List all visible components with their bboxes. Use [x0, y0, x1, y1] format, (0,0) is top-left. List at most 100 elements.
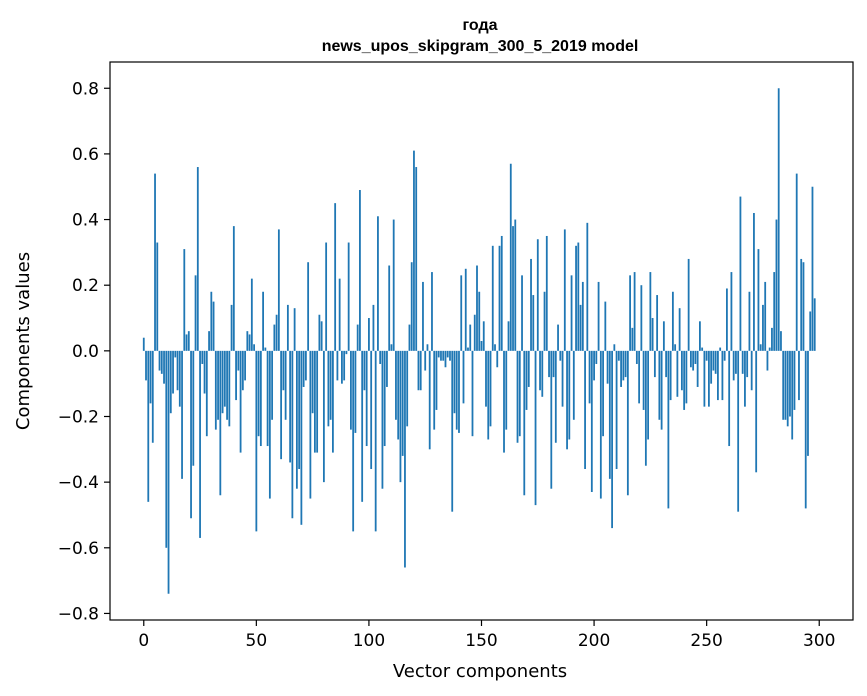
bar-260 [728, 350, 731, 447]
bar-196 [584, 350, 586, 470]
bar-258 [723, 350, 726, 361]
bar-149 [478, 291, 481, 351]
bar-131 [437, 350, 440, 358]
bar-189 [568, 350, 571, 440]
bar-257 [721, 350, 724, 401]
bar-120 [413, 150, 415, 351]
y-axis-ticks: −0.8 −0.6 −0.4 −0.2 0.0 0.2 0.4 0.6 0.8 [58, 79, 110, 624]
y-tick-label-0: −0.8 [58, 604, 99, 624]
bar-239 [680, 350, 683, 391]
bar-209 [613, 344, 616, 351]
bar-12 [169, 350, 172, 414]
bar-227 [653, 350, 656, 378]
bar-119 [410, 262, 413, 351]
bar-264 [737, 350, 740, 512]
bar-100 [368, 318, 370, 351]
bar-194 [579, 304, 582, 351]
bar-56 [268, 350, 271, 499]
bar-118 [408, 324, 411, 351]
bar-206 [606, 350, 609, 384]
y-tick-label-7: 0.6 [72, 145, 99, 165]
bar-13 [172, 350, 174, 394]
bar-187 [563, 229, 566, 351]
bar-145 [469, 324, 472, 351]
bars-group [142, 88, 816, 594]
bar-105 [379, 350, 382, 364]
bar-6 [156, 242, 159, 351]
y-tick-label-4: 0.0 [72, 342, 99, 362]
bar-88 [341, 350, 343, 384]
bar-156 [494, 344, 496, 351]
bar-254 [714, 350, 717, 374]
bar-247 [699, 321, 701, 351]
bar-90 [345, 350, 348, 355]
bar-140 [458, 350, 460, 433]
bar-157 [496, 350, 499, 368]
bar-15 [176, 350, 179, 391]
bar-285 [784, 350, 787, 420]
bar-103 [374, 350, 377, 532]
bar-256 [719, 347, 722, 351]
bar-85 [334, 203, 337, 351]
bar-25 [199, 350, 201, 538]
x-tick-label-0: 0 [138, 631, 149, 651]
bar-236 [674, 344, 677, 351]
bar-122 [417, 350, 420, 391]
bar-99 [365, 350, 368, 447]
bar-278 [768, 347, 771, 351]
bar-93 [352, 350, 355, 532]
bar-144 [467, 347, 469, 351]
bar-27 [203, 350, 206, 394]
bar-67 [293, 308, 296, 351]
x-tick-label-1: 50 [246, 631, 268, 651]
bar-98 [363, 350, 366, 391]
bar-44 [241, 350, 244, 391]
bar-251 [708, 350, 710, 407]
bar-5 [154, 173, 156, 351]
bar-172 [530, 258, 532, 351]
bar-8 [160, 350, 163, 374]
bar-169 [523, 350, 526, 496]
bar-91 [347, 242, 350, 351]
bar-64 [286, 304, 289, 351]
bar-18 [183, 249, 186, 351]
bar-69 [298, 350, 301, 470]
bar-127 [428, 350, 431, 450]
bar-53 [262, 291, 264, 351]
bar-210 [615, 350, 618, 470]
bar-201 [595, 350, 598, 364]
y-tick-label-2: −0.4 [58, 473, 99, 493]
y-tick-label-5: 0.2 [72, 276, 99, 296]
bar-24 [196, 167, 199, 351]
bar-158 [498, 245, 501, 351]
y-tick-label-1: −0.6 [58, 539, 99, 559]
bar-49 [253, 344, 255, 351]
bar-234 [669, 350, 672, 401]
bar-126 [426, 344, 429, 351]
bar-38 [228, 350, 231, 427]
bar-97 [361, 350, 364, 502]
bar-2 [147, 350, 150, 502]
bar-128 [431, 272, 433, 351]
bar-147 [473, 314, 476, 351]
bar-57 [271, 350, 274, 420]
bar-123 [419, 350, 422, 391]
bar-171 [527, 350, 530, 387]
bar-211 [617, 350, 620, 361]
bar-241 [685, 350, 688, 404]
bar-116 [404, 350, 406, 568]
bar-125 [424, 350, 427, 371]
x-tick-label-6: 300 [803, 631, 835, 651]
bar-21 [190, 350, 192, 519]
bar-229 [658, 350, 661, 420]
bar-188 [566, 350, 568, 450]
bar-185 [559, 350, 562, 361]
bar-253 [712, 350, 715, 371]
bar-200 [593, 350, 595, 381]
bar-51 [257, 350, 260, 437]
bar-192 [575, 245, 577, 351]
bar-280 [773, 272, 776, 351]
bar-33 [217, 350, 219, 420]
bar-129 [433, 350, 436, 430]
